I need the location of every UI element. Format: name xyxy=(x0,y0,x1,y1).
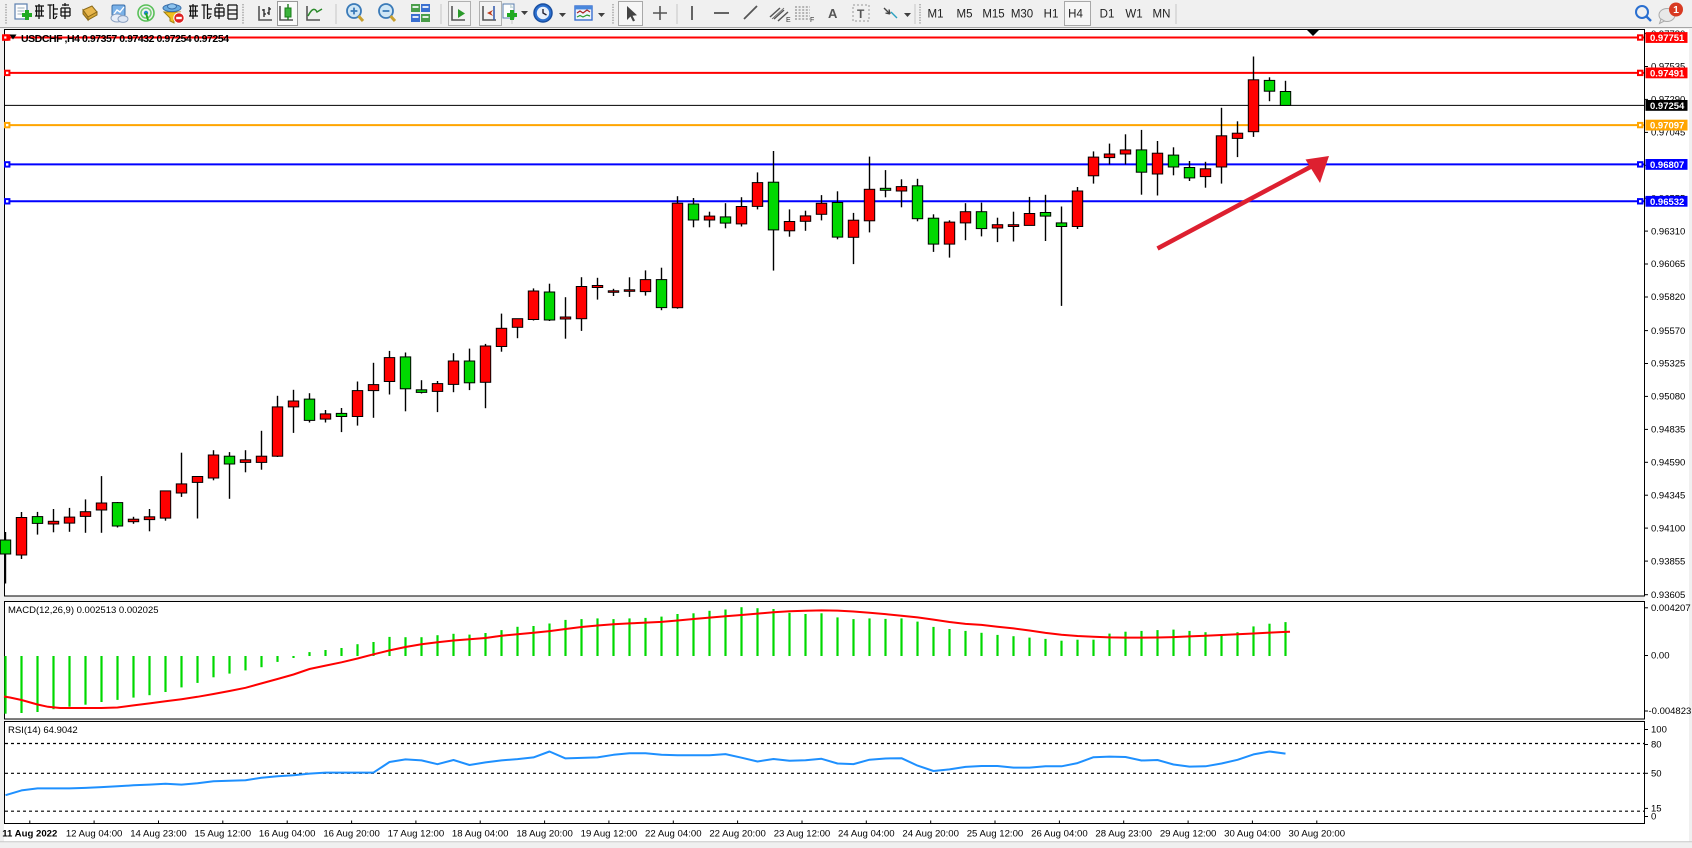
svg-text:H4: H4 xyxy=(1068,9,1083,21)
svg-text:0.94345: 0.94345 xyxy=(1651,490,1685,501)
svg-text:0.96310: 0.96310 xyxy=(1651,226,1685,237)
svg-text:16 Aug 20:00: 16 Aug 20:00 xyxy=(323,829,380,840)
svg-text:0.94100: 0.94100 xyxy=(1651,523,1685,534)
svg-text:0.95820: 0.95820 xyxy=(1651,292,1685,303)
svg-text:0.97045: 0.97045 xyxy=(1651,128,1685,139)
svg-text:E: E xyxy=(786,17,791,24)
svg-text:14 Aug 23:00: 14 Aug 23:00 xyxy=(130,829,187,840)
svg-text:0: 0 xyxy=(1651,812,1656,823)
svg-text:18 Aug 04:00: 18 Aug 04:00 xyxy=(452,829,509,840)
svg-text:30 Aug 04:00: 30 Aug 04:00 xyxy=(1224,829,1281,840)
svg-text:A: A xyxy=(828,6,838,21)
svg-text:W1: W1 xyxy=(1125,9,1142,21)
svg-text:17 Aug 12:00: 17 Aug 12:00 xyxy=(388,829,445,840)
svg-text:0.004207: 0.004207 xyxy=(1651,603,1691,614)
svg-text:0.93855: 0.93855 xyxy=(1651,556,1685,567)
svg-text:0.95325: 0.95325 xyxy=(1651,359,1685,370)
svg-text:30 Aug 20:00: 30 Aug 20:00 xyxy=(1289,829,1346,840)
svg-text:M15: M15 xyxy=(982,9,1004,21)
svg-text:MACD(12,26,9) 0.002513 0.00202: MACD(12,26,9) 0.002513 0.002025 xyxy=(8,605,159,616)
svg-text:0.95570: 0.95570 xyxy=(1651,326,1685,337)
svg-text:M30: M30 xyxy=(1011,9,1033,21)
svg-text:12 Aug 04:00: 12 Aug 04:00 xyxy=(66,829,123,840)
svg-text:0.96807: 0.96807 xyxy=(1650,160,1684,171)
svg-text:0.95080: 0.95080 xyxy=(1651,392,1685,403)
svg-text:1: 1 xyxy=(1673,4,1679,16)
svg-text:0.97751: 0.97751 xyxy=(1650,33,1685,44)
svg-text:100: 100 xyxy=(1651,725,1667,736)
svg-text:M5: M5 xyxy=(957,9,973,21)
svg-text:16 Aug 04:00: 16 Aug 04:00 xyxy=(259,829,316,840)
svg-text:H1: H1 xyxy=(1044,9,1059,21)
svg-text:11 Aug 2022: 11 Aug 2022 xyxy=(2,829,57,840)
svg-text:18 Aug 20:00: 18 Aug 20:00 xyxy=(516,829,573,840)
svg-text:29 Aug 12:00: 29 Aug 12:00 xyxy=(1160,829,1217,840)
svg-text:0.97097: 0.97097 xyxy=(1650,121,1684,132)
svg-text:0.94590: 0.94590 xyxy=(1651,458,1685,469)
svg-text:0.97491: 0.97491 xyxy=(1650,69,1685,80)
svg-text:23 Aug 12:00: 23 Aug 12:00 xyxy=(774,829,831,840)
svg-text:15 Aug 12:00: 15 Aug 12:00 xyxy=(195,829,252,840)
svg-text:80: 80 xyxy=(1651,740,1662,751)
svg-text:0.93605: 0.93605 xyxy=(1651,590,1685,601)
svg-text:25 Aug 12:00: 25 Aug 12:00 xyxy=(967,829,1024,840)
svg-text:0.96065: 0.96065 xyxy=(1651,259,1685,270)
svg-text:MN: MN xyxy=(1153,9,1171,21)
svg-text:-0.004823: -0.004823 xyxy=(1649,706,1692,717)
svg-text:26 Aug 04:00: 26 Aug 04:00 xyxy=(1031,829,1088,840)
svg-text:0.00: 0.00 xyxy=(1651,651,1670,662)
svg-text:D1: D1 xyxy=(1100,9,1115,21)
svg-text:0.94835: 0.94835 xyxy=(1651,425,1685,436)
svg-text:T: T xyxy=(857,7,865,21)
svg-text:19 Aug 12:00: 19 Aug 12:00 xyxy=(581,829,638,840)
svg-text:M1: M1 xyxy=(928,9,944,21)
svg-text:15: 15 xyxy=(1651,804,1662,815)
svg-text:0.97254: 0.97254 xyxy=(1650,101,1685,112)
svg-text:F: F xyxy=(810,17,814,24)
svg-text:24 Aug 20:00: 24 Aug 20:00 xyxy=(902,829,959,840)
svg-text:0.96532: 0.96532 xyxy=(1650,197,1684,208)
svg-text:USDCHF ,H4 0.97357 0.97432 0.: USDCHF ,H4 0.97357 0.97432 0.97254 0.972… xyxy=(21,33,229,45)
svg-text:RSI(14) 64.9042: RSI(14) 64.9042 xyxy=(8,725,78,736)
svg-text:24 Aug 04:00: 24 Aug 04:00 xyxy=(838,829,895,840)
svg-text:22 Aug 04:00: 22 Aug 04:00 xyxy=(645,829,702,840)
svg-text:28 Aug 23:00: 28 Aug 23:00 xyxy=(1095,829,1152,840)
svg-text:22 Aug 20:00: 22 Aug 20:00 xyxy=(709,829,766,840)
svg-text:0.97535: 0.97535 xyxy=(1651,62,1685,73)
svg-text:50: 50 xyxy=(1651,769,1662,780)
